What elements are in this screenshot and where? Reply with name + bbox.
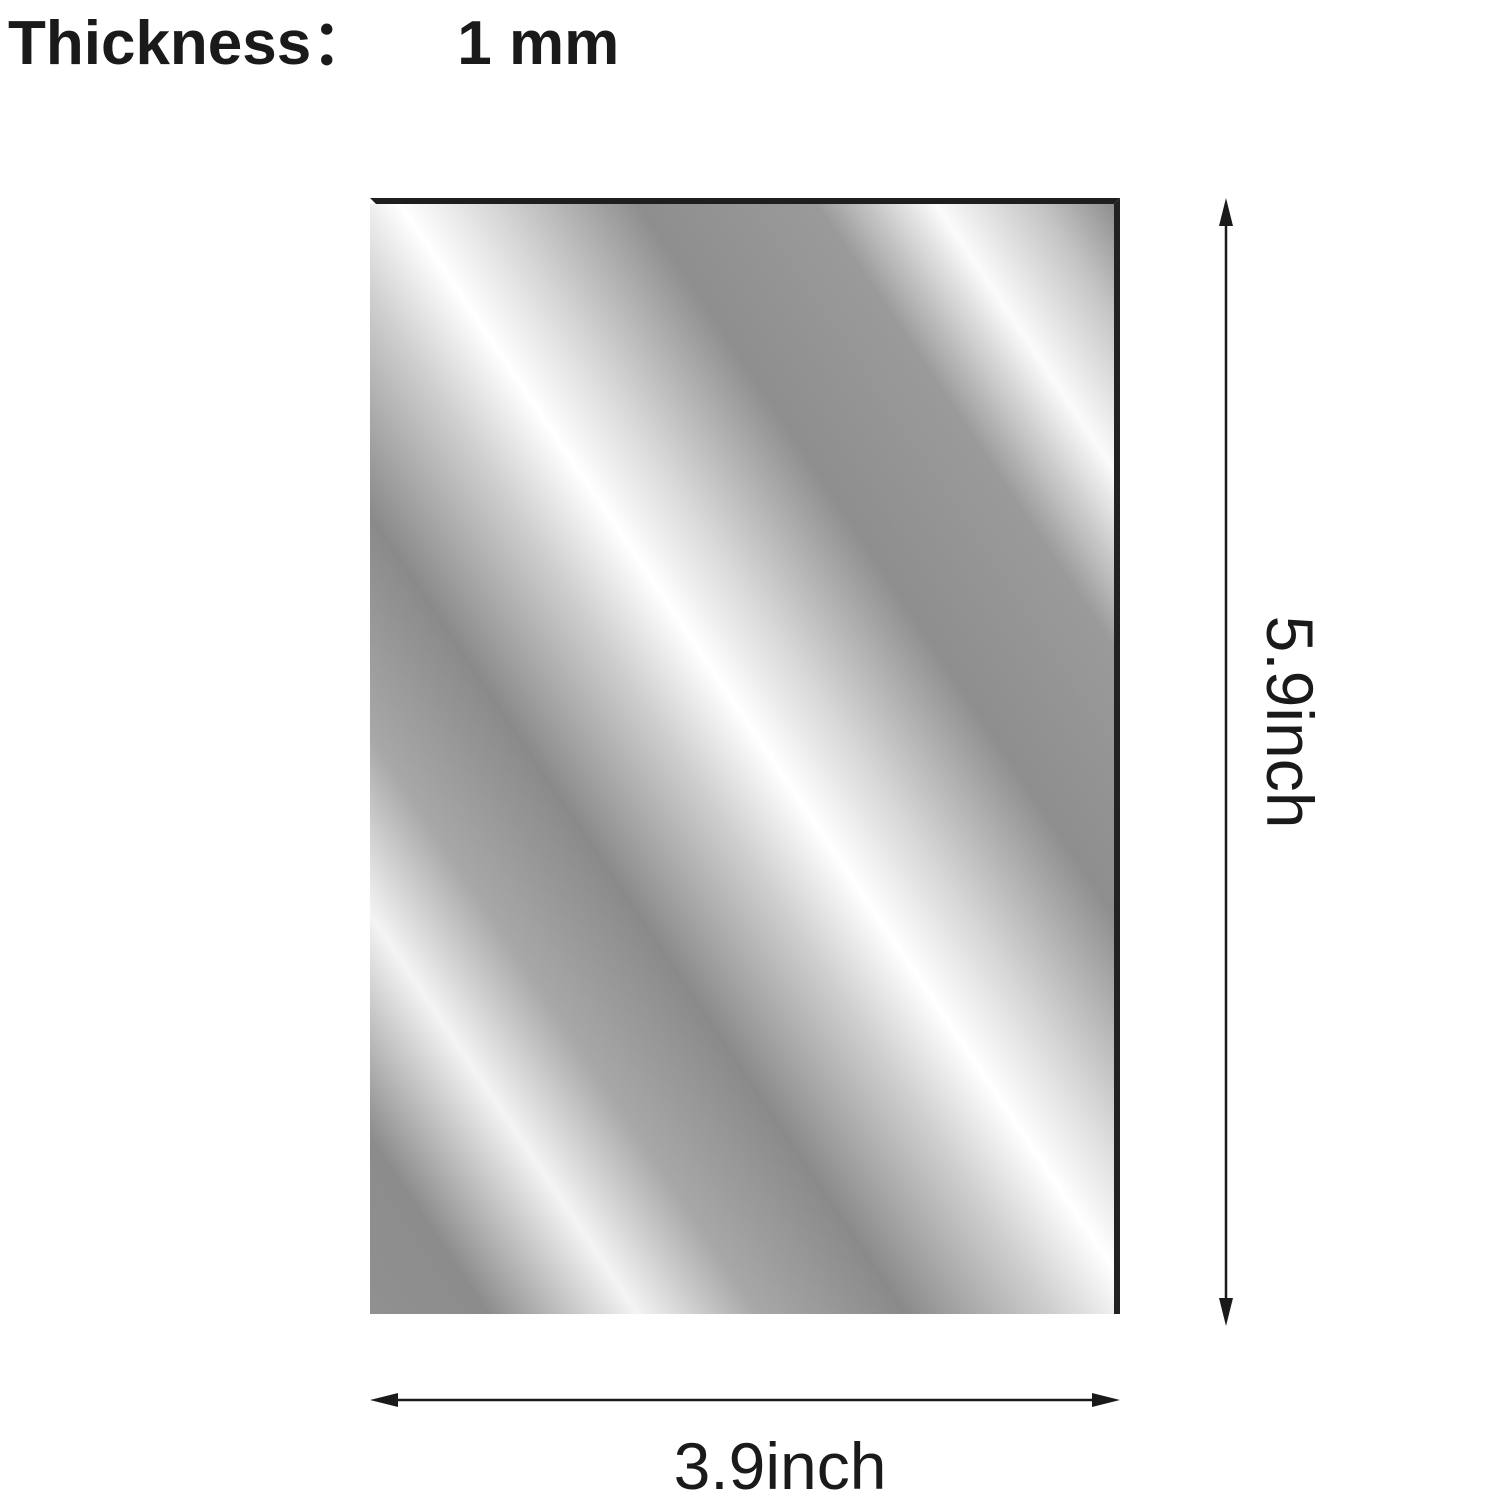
height-dimension-arrow [1219,198,1233,1326]
width-label: 3.9inch [673,1429,887,1503]
height-label: 5.9inch [1253,615,1327,829]
mirror-right-edge [1114,198,1120,1314]
thickness-value: 1 mm [457,9,620,78]
mirror-sheet [368,196,1124,1318]
thickness-spec: Thickness： 1 mm [8,4,619,84]
width-dimension-arrow [370,1393,1120,1407]
mirror-face [370,204,1114,1314]
mirror-top-edge [370,198,1120,204]
thickness-label: Thickness： [8,9,374,78]
